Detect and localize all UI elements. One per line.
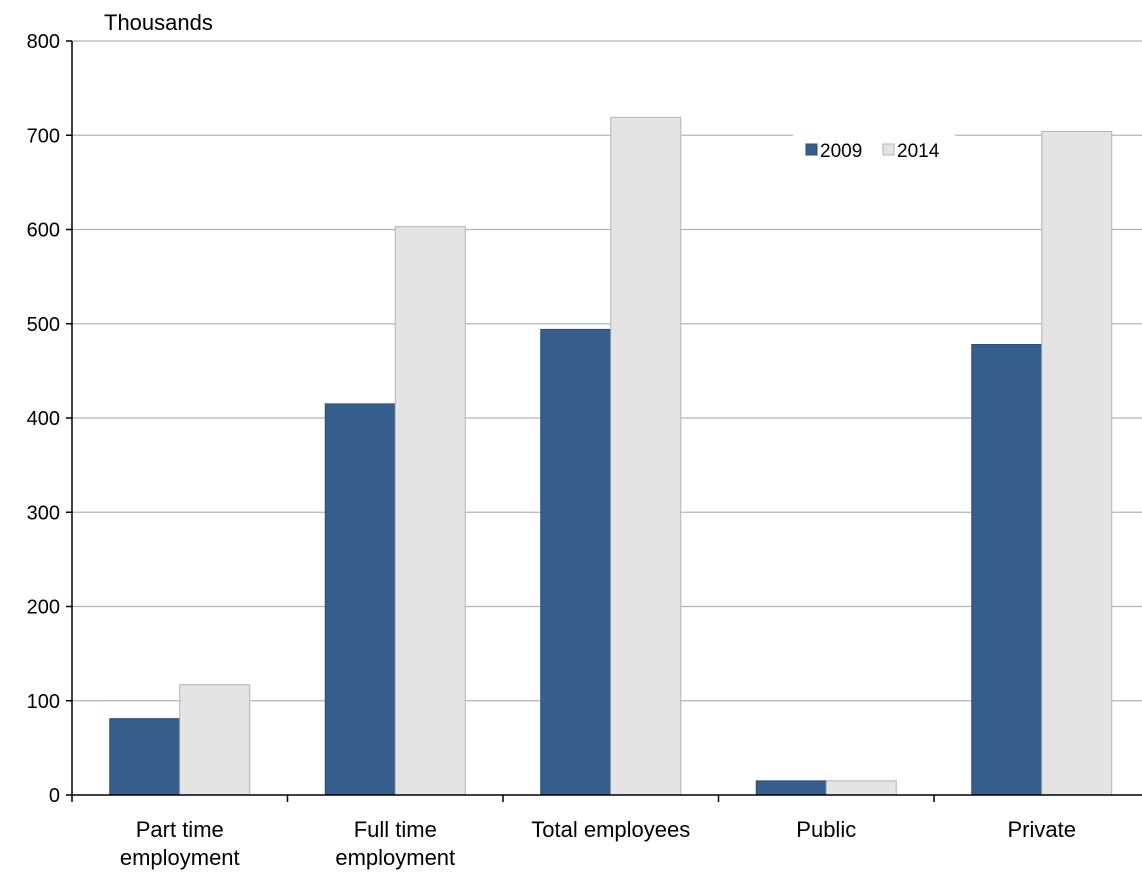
category-label-2: Total employees — [531, 817, 690, 842]
category-label-4: Private — [1008, 817, 1076, 842]
bar-2014-2 — [610, 116, 682, 796]
bar-2009-3 — [755, 780, 827, 796]
bars — [109, 116, 1113, 796]
y-tick-label: 700 — [27, 125, 60, 147]
category-label-line: Public — [796, 817, 856, 842]
axes — [66, 40, 1142, 802]
y-tick-label: 600 — [27, 220, 60, 242]
category-label-0: Part time employment — [120, 817, 240, 870]
y-tick-label: 300 — [27, 502, 60, 524]
y-tick-label: 400 — [27, 408, 60, 430]
category-label-line: Full time — [354, 817, 437, 842]
y-tick-label: 0 — [49, 785, 60, 807]
bar-2014-0 — [179, 684, 251, 796]
bar-2009-4 — [971, 343, 1043, 796]
category-label-3: Public — [796, 817, 856, 842]
category-label-line: Total employees — [531, 817, 690, 842]
bar-2009-2 — [540, 328, 612, 796]
legend-swatch-2014 — [882, 143, 895, 156]
bar-2014-4 — [1041, 130, 1113, 796]
y-tick-label: 100 — [27, 691, 60, 713]
y-tick-labels: 0 100 200 300 400 500 600 700 800 — [27, 31, 60, 807]
unit-label: Thousands — [104, 10, 213, 35]
category-label-line: employment — [120, 845, 240, 870]
category-label-line: Part time — [136, 817, 224, 842]
category-label-line: employment — [335, 845, 455, 870]
bar-2014-3 — [825, 780, 897, 796]
y-tick-label: 500 — [27, 314, 60, 336]
legend: 2009 2014 — [793, 132, 955, 168]
category-label-1: Full time employment — [335, 817, 455, 870]
bar-2009-0 — [109, 718, 181, 796]
category-labels: Part time employment Full time employment To… — [120, 817, 1076, 870]
legend-label-2009: 2009 — [820, 141, 862, 162]
legend-background — [793, 132, 955, 168]
y-tick-label: 800 — [27, 31, 60, 53]
bar-2009-1 — [324, 403, 396, 796]
category-label-line: Private — [1008, 817, 1076, 842]
legend-label-2014: 2014 — [897, 141, 940, 162]
y-tick-label: 200 — [27, 597, 60, 619]
bar-2014-1 — [394, 226, 466, 796]
legend-swatch-2009 — [805, 143, 818, 156]
